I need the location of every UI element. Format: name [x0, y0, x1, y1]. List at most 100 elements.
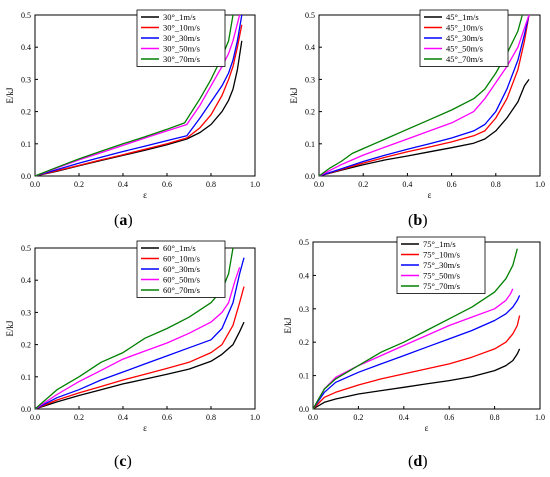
series-line-0	[318, 79, 530, 177]
x-tick-label: 0.6	[444, 413, 454, 422]
y-tick-label: 0.0	[305, 172, 315, 181]
legend-label-1: 30°_10m/s	[163, 23, 200, 33]
y-tick-label: 0.4	[21, 276, 31, 285]
y-tick-label: 0.2	[305, 108, 315, 117]
y-tick-label: 0.5	[299, 238, 309, 247]
y-axis-label: E/kJ	[289, 87, 299, 103]
legend-label-3: 75°_50m/s	[423, 271, 460, 281]
y-tick-label: 0.5	[305, 11, 315, 20]
y-tick-label: 0.4	[305, 43, 315, 52]
x-tick-label: 1.0	[250, 413, 260, 422]
caption-letter-d: d	[413, 453, 423, 470]
x-tick-label: 0.4	[402, 180, 412, 189]
series-line-3	[312, 288, 514, 410]
series-line-1	[312, 315, 521, 410]
x-axis-label: ε	[428, 190, 432, 200]
y-tick-label: 0.4	[21, 43, 31, 52]
y-tick-label: 0.4	[299, 271, 309, 280]
y-tick-label: 0.0	[299, 405, 309, 414]
y-tick-label: 0.0	[21, 405, 31, 414]
y-tick-label: 0.3	[305, 75, 315, 84]
series-line-2	[34, 257, 245, 410]
x-tick-label: 0.2	[358, 180, 368, 189]
series-line-0	[34, 321, 245, 410]
legend-label-4: 60°_70m/s	[163, 285, 200, 295]
series-line-3	[34, 267, 241, 410]
y-tick-label: 0.5	[21, 11, 31, 20]
y-tick-label: 0.0	[21, 172, 31, 181]
y-tick-label: 0.2	[21, 108, 31, 117]
legend-label-0: 75°_1m/s	[423, 239, 456, 249]
y-tick-label: 0.2	[21, 341, 31, 350]
x-tick-label: 0.0	[308, 413, 318, 422]
x-tick-label: 0.0	[30, 180, 40, 189]
y-tick-label: 0.5	[21, 244, 31, 253]
legend-label-2: 45°_30m/s	[446, 33, 483, 43]
series-line-1	[34, 286, 245, 410]
legend-label-4: 30°_70m/s	[163, 54, 200, 64]
x-axis-label: ε	[143, 423, 147, 433]
x-tick-label: 1.0	[250, 180, 260, 189]
series-line-3	[34, 14, 241, 177]
chart-panel-0: 0.0 0.2 0.4 0.6 0.8 1.0 0.0 0.1 0.2 0.3 0.4 0.5 ε E/k…	[5, 9, 260, 200]
x-tick-label: 1.0	[535, 413, 545, 422]
y-axis-label: E/kJ	[5, 87, 15, 103]
series-line-1	[318, 14, 530, 177]
x-tick-label: 0.6	[447, 180, 457, 189]
x-tick-label: 1.0	[535, 180, 545, 189]
series-line-0	[312, 348, 521, 410]
x-tick-label: 0.8	[206, 180, 216, 189]
legend-label-1: 60°_10m/s	[163, 254, 200, 264]
x-tick-label: 0.4	[118, 180, 128, 189]
caption-letter-c: c	[119, 453, 127, 470]
legend-label-0: 30°_1m/s	[163, 12, 196, 22]
legend-label-3: 30°_50m/s	[163, 44, 200, 54]
legend-label-1: 45°_10m/s	[446, 23, 483, 33]
x-tick-label: 0.0	[314, 180, 324, 189]
y-axis-label: E/kJ	[283, 317, 293, 333]
series-line-3	[318, 14, 530, 177]
x-tick-label: 0.4	[118, 413, 128, 422]
y-tick-label: 0.1	[21, 373, 31, 382]
legend-label-3: 60°_50m/s	[163, 275, 200, 285]
x-tick-label: 0.6	[162, 413, 172, 422]
x-tick-label: 0.8	[490, 413, 500, 422]
y-tick-label: 0.3	[21, 308, 31, 317]
x-tick-label: 0.6	[162, 180, 172, 189]
series-line-2	[34, 14, 243, 177]
caption-letter-b: b	[413, 212, 423, 229]
x-tick-label: 0.0	[30, 413, 40, 422]
x-tick-label: 0.4	[399, 413, 409, 422]
y-axis-label: E/kJ	[5, 320, 15, 336]
chart-panel-3: 0.0 0.2 0.4 0.6 0.8 1.0 0.0 0.1 0.2 0.3 0.4 0.5 ε E/k…	[283, 236, 545, 433]
legend-label-4: 75°_70m/s	[423, 281, 460, 291]
legend-label-4: 45°_70m/s	[446, 54, 483, 64]
series-line-4	[312, 248, 518, 410]
legend-label-1: 75°_10m/s	[423, 250, 460, 260]
x-tick-label: 0.2	[353, 413, 363, 422]
series-line-1	[34, 24, 243, 177]
chart-panel-1: 0.0 0.2 0.4 0.6 0.8 1.0 0.0 0.1 0.2 0.3 0.4 0.5 ε E/k…	[289, 9, 545, 200]
x-axis-label: ε	[425, 423, 429, 433]
legend-label-3: 45°_50m/s	[446, 44, 483, 54]
y-tick-label: 0.1	[21, 140, 31, 149]
caption-d: (d)	[408, 453, 428, 470]
series-line-2	[312, 295, 521, 410]
x-tick-label: 0.2	[74, 413, 84, 422]
x-axis-label: ε	[143, 190, 147, 200]
x-tick-label: 0.8	[206, 413, 216, 422]
x-tick-label: 0.2	[74, 180, 84, 189]
caption-a: (a)	[114, 212, 133, 229]
y-tick-label: 0.2	[299, 338, 309, 347]
legend-label-2: 30°_30m/s	[163, 33, 200, 43]
x-tick-label: 0.8	[491, 180, 501, 189]
legend-label-2: 75°_30m/s	[423, 260, 460, 270]
y-tick-label: 0.1	[305, 140, 315, 149]
caption-b: (b)	[408, 212, 428, 229]
y-tick-label: 0.3	[299, 305, 309, 314]
y-tick-label: 0.1	[299, 372, 309, 381]
caption-letter-a: a	[119, 212, 128, 229]
legend-label-2: 60°_30m/s	[163, 264, 200, 274]
legend-label-0: 60°_1m/s	[163, 243, 196, 253]
